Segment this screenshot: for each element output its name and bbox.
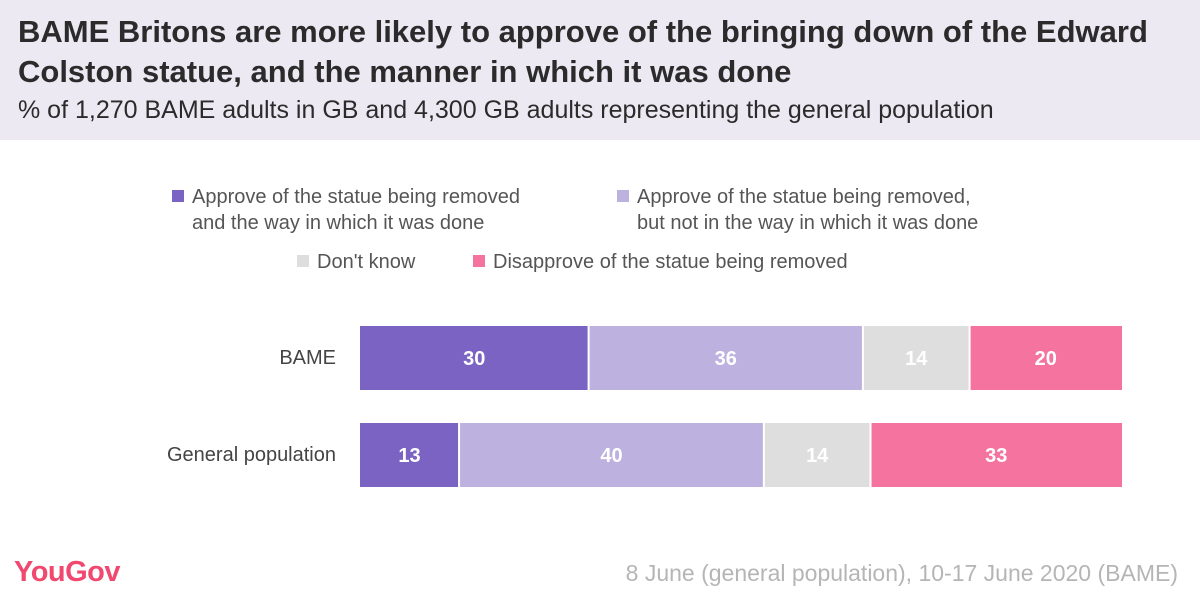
chart-title: BAME Britons are more likely to approve … — [18, 14, 1148, 89]
yougov-logo: YouGov — [14, 556, 121, 588]
bar-value-label: 14 — [806, 445, 829, 467]
bar-segment — [589, 326, 862, 390]
chart-subtitle: % of 1,270 BAME adults in GB and 4,300 G… — [18, 96, 994, 124]
bar-segment — [871, 423, 1122, 487]
bar-segment — [863, 326, 969, 390]
bar-value-label: 36 — [715, 348, 737, 370]
bar-segment — [360, 423, 459, 487]
category-label-general-population: General population — [166, 444, 336, 466]
bar-value-label: 20 — [1035, 348, 1057, 370]
bar-value-label: 33 — [985, 445, 1007, 467]
bar-segment — [764, 423, 870, 487]
bar-segment — [970, 326, 1122, 390]
fieldwork-dates: 8 June (general population), 10-17 June … — [625, 560, 1178, 586]
bar-segment — [360, 326, 588, 390]
bar-value-label: 14 — [905, 348, 928, 370]
bar-value-label: 30 — [463, 348, 485, 370]
bar-value-label: 40 — [600, 445, 622, 467]
header-band: BAME Britons are more likely to approve … — [0, 0, 1200, 140]
bar-segment — [460, 423, 763, 487]
category-label-bame: BAME — [279, 347, 336, 369]
bar-value-label: 13 — [398, 445, 420, 467]
